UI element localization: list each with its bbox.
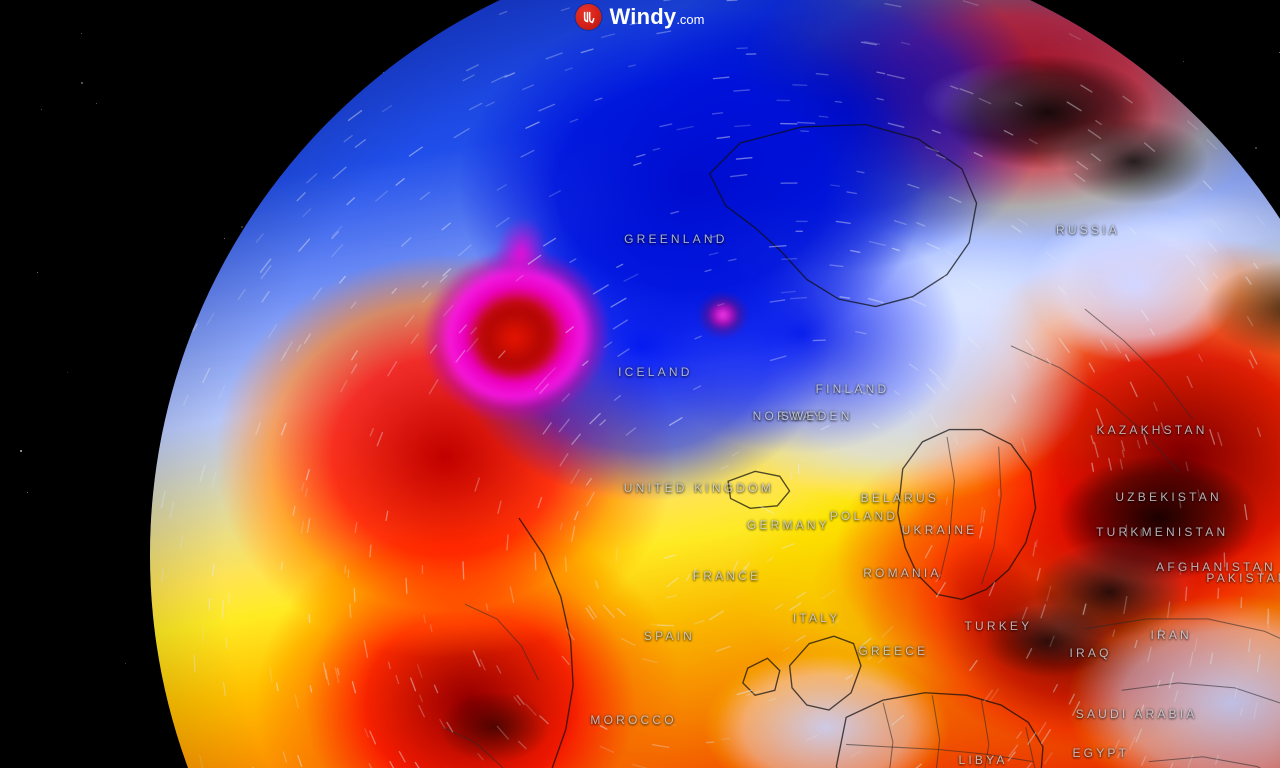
star bbox=[37, 272, 38, 273]
star bbox=[81, 33, 83, 35]
star bbox=[125, 663, 126, 664]
limb-darkening bbox=[150, 0, 1280, 768]
windy-logo-icon bbox=[575, 4, 602, 30]
windy-logo[interactable]: Windy.com bbox=[575, 4, 705, 30]
windy-logo-text: Windy.com bbox=[610, 6, 705, 28]
star bbox=[96, 103, 98, 105]
star bbox=[41, 109, 43, 111]
star bbox=[20, 450, 22, 452]
globe[interactable] bbox=[150, 0, 1280, 768]
brand-name: Windy bbox=[609, 4, 677, 29]
star bbox=[67, 372, 69, 374]
brand-tld: .com bbox=[676, 12, 705, 27]
star bbox=[27, 492, 29, 494]
star bbox=[81, 82, 83, 84]
